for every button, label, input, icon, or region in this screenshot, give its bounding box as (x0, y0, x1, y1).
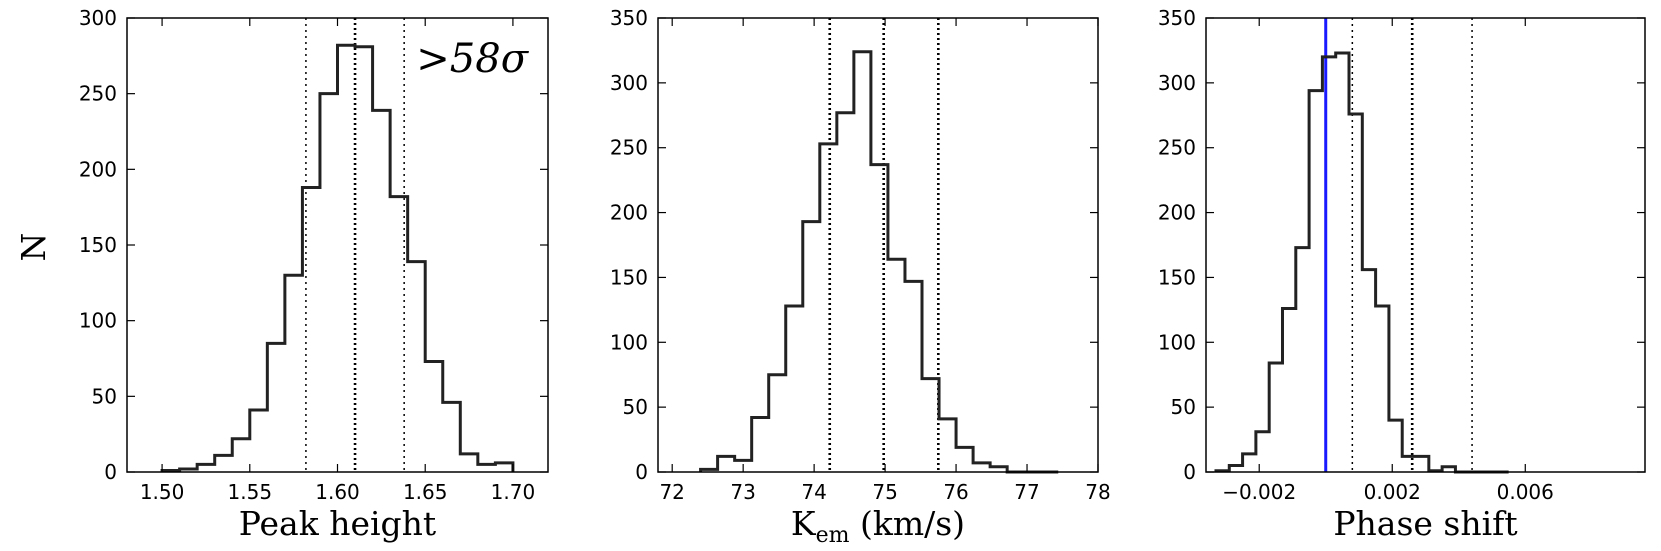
x-tick-label: 1.65 (403, 480, 448, 504)
y-tick-label: 350 (1158, 6, 1196, 30)
x-tick-label: 75 (872, 480, 897, 504)
y-tick-label: 300 (79, 6, 117, 30)
x-tick-label: 74 (801, 480, 826, 504)
x-tick-label: −0.002 (1222, 480, 1296, 504)
y-tick-label: 350 (610, 6, 648, 30)
x-axis-label: Phase shift (1333, 504, 1517, 543)
y-tick-label: 300 (610, 71, 648, 95)
panel-2: 72 73 74 75 76 77 78 0 50 100 150 200 250 300 350 Kem (… (610, 6, 1111, 548)
histogram-outline (1214, 51, 1509, 474)
y-tick-label: 50 (92, 384, 117, 408)
y-tick-label: 250 (610, 136, 648, 160)
y-tick-label: 150 (1158, 265, 1196, 289)
y-tick-label: 0 (1183, 460, 1196, 484)
x-tick-label: 1.70 (491, 480, 536, 504)
y-tick-label: 250 (1158, 136, 1196, 160)
y-tick-label: 200 (79, 157, 117, 181)
x-tick-label: 78 (1085, 480, 1110, 504)
panel-3: −0.002 0.002 0.006 0 50 100 150 200 250 300 350 Pha… (1158, 6, 1646, 543)
y-tick-label: 100 (610, 330, 648, 354)
y-tick-label: 50 (623, 395, 648, 419)
axes-frame (657, 17, 1099, 473)
x-tick-label: 0.002 (1364, 480, 1421, 504)
panel-1: 1.50 1.55 1.60 1.65 1.70 0 50 100 150 200 250 300 Pe… (14, 6, 549, 543)
y-tick-label: 100 (79, 309, 117, 333)
x-tick-label: 73 (730, 480, 755, 504)
x-tick-label: 76 (943, 480, 968, 504)
histogram-outline (160, 43, 515, 472)
y-tick-label: 150 (610, 265, 648, 289)
y-tick-label: 200 (1158, 201, 1196, 225)
y-tick-label: 300 (1158, 71, 1196, 95)
histogram-outline (699, 50, 1059, 474)
x-axis-label-unit: (km/s) (849, 504, 965, 543)
x-tick-label: 1.55 (228, 480, 273, 504)
y-tick-label: 0 (635, 460, 648, 484)
y-axis-label: N (14, 233, 53, 262)
x-tick-label: 77 (1014, 480, 1039, 504)
y-tick-label: 250 (79, 82, 117, 106)
x-tick-label: 0.006 (1497, 480, 1554, 504)
y-tick-label: 50 (1171, 395, 1196, 419)
x-axis-label: Kem (km/s) (791, 504, 965, 548)
x-tick-label: 1.60 (315, 480, 360, 504)
x-axis-label: Peak height (239, 504, 436, 543)
y-tick-label: 0 (104, 460, 117, 484)
y-tick-label: 200 (610, 201, 648, 225)
x-tick-label: 72 (659, 480, 684, 504)
y-tick-label: 150 (79, 233, 117, 257)
x-tick-label: 1.50 (140, 480, 185, 504)
x-axis-label-subscript: em (816, 523, 850, 548)
y-tick-label: 100 (1158, 330, 1196, 354)
axes-frame (1205, 17, 1646, 473)
significance-annotation: >58σ (416, 36, 529, 82)
